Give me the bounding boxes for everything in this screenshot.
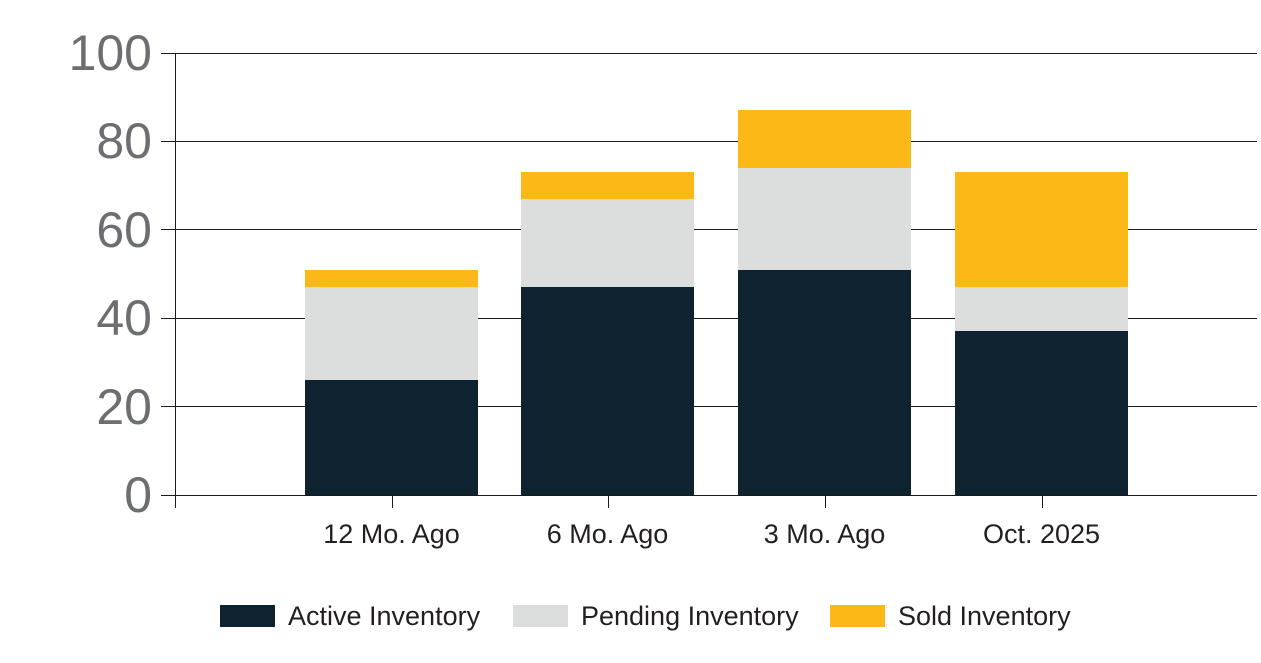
x-axis-tick: [607, 495, 609, 508]
bar-3-mo-ago: [738, 110, 911, 495]
x-axis-tick: [1041, 495, 1043, 508]
segment-active-inventory: [955, 331, 1128, 495]
segment-sold-inventory: [521, 172, 694, 199]
chart-legend: Active Inventory Pending Inventory Sold In…: [0, 601, 1261, 631]
y-gridline-60: [161, 229, 1257, 231]
y-gridline-0: [161, 494, 1257, 496]
bar-oct-2025: [955, 172, 1128, 495]
legend-label: Active Inventory: [288, 600, 481, 631]
segment-pending-inventory: [521, 198, 694, 288]
y-gridline-40: [161, 317, 1257, 319]
y-axis-tick-label: 40: [96, 290, 152, 347]
segment-active-inventory: [738, 269, 911, 495]
y-gridline-80: [161, 140, 1257, 142]
y-axis-line: [175, 53, 176, 508]
y-axis-tick-label: 60: [96, 201, 152, 258]
y-axis-tick-label: 100: [68, 25, 152, 81]
legend-item-sold-inventory: Sold Inventory: [830, 601, 1071, 631]
segment-pending-inventory: [738, 167, 911, 270]
legend-item-pending-inventory: Pending Inventory: [513, 601, 799, 631]
y-gridline-20: [161, 406, 1257, 408]
segment-sold-inventory: [305, 269, 478, 288]
x-axis-category-label: 6 Mo. Ago: [546, 519, 669, 549]
y-axis-tick-label: 0: [124, 467, 152, 523]
x-axis-tick: [391, 495, 393, 508]
segment-pending-inventory: [305, 287, 478, 381]
x-axis-category-label: 3 Mo. Ago: [763, 519, 886, 549]
y-gridline-100: [161, 52, 1257, 54]
sold-inventory-swatch: [830, 605, 885, 627]
legend-item-active-inventory: Active Inventory: [220, 601, 480, 631]
segment-active-inventory: [521, 287, 694, 495]
segment-active-inventory: [305, 380, 478, 495]
y-axis-tick-label: 80: [96, 113, 152, 170]
segment-pending-inventory: [955, 287, 1128, 332]
legend-label: Sold Inventory: [898, 600, 1071, 631]
legend-label: Pending Inventory: [581, 600, 799, 631]
x-axis-category-label: 12 Mo. Ago: [323, 519, 460, 549]
active-inventory-swatch: [220, 605, 275, 627]
pending-inventory-swatch: [513, 605, 568, 627]
bar-6-mo-ago: [521, 172, 694, 495]
segment-sold-inventory: [738, 110, 911, 168]
y-axis-tick-label: 20: [96, 378, 152, 435]
bar-12-mo-ago: [305, 269, 478, 495]
x-axis-category-label: Oct. 2025: [982, 519, 1101, 549]
segment-sold-inventory: [955, 172, 1128, 288]
x-axis-tick: [824, 495, 826, 508]
